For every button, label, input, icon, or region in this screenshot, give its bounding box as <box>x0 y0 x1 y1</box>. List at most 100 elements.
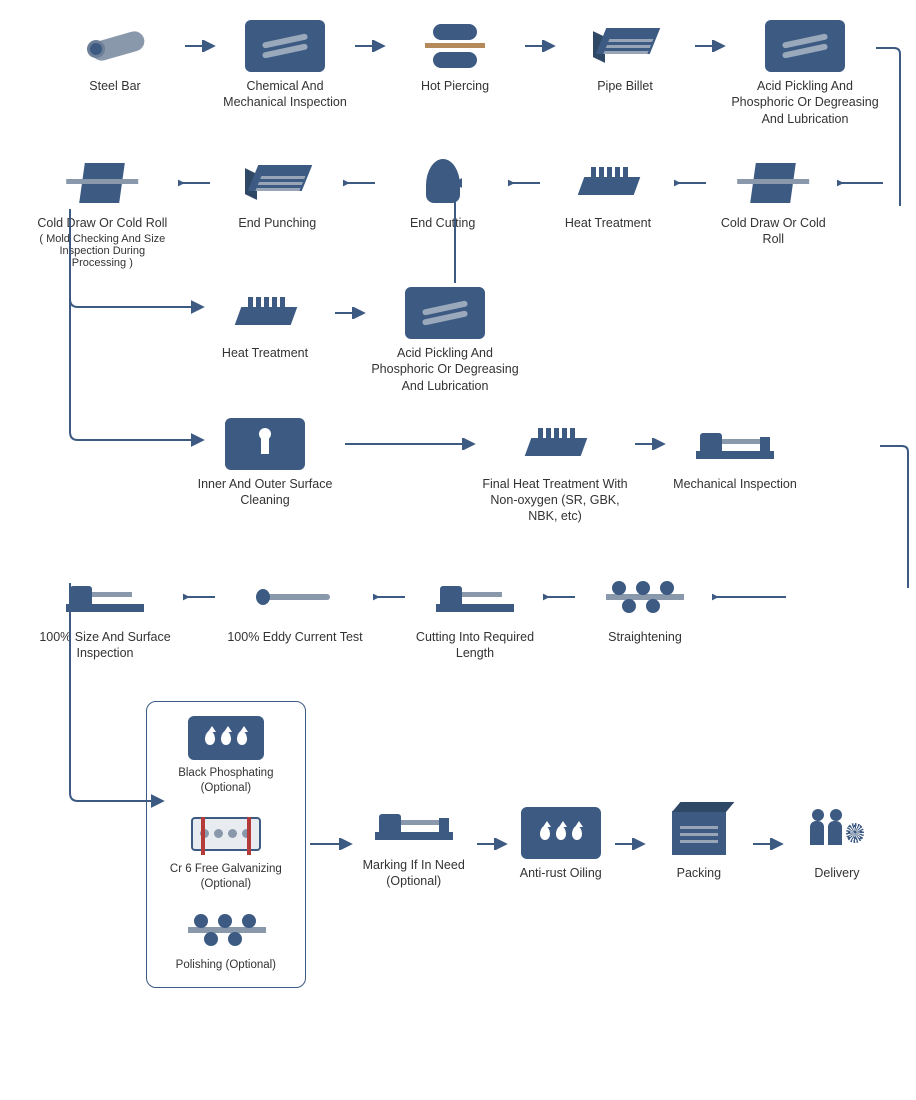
end-cutting-icon <box>403 157 483 209</box>
label: Packing <box>677 865 721 881</box>
label: Heat Treatment <box>222 345 308 361</box>
inspection-icon <box>245 20 325 72</box>
step-chem-mech: Chemical And Mechanical Inspection <box>220 20 350 111</box>
arrow-right-icon <box>610 818 650 870</box>
marking-icon <box>374 799 454 851</box>
label: Chemical And Mechanical Inspection <box>220 78 350 111</box>
step-black-phosphating: Black Phosphating (Optional) <box>159 716 293 796</box>
flow-row-4: Inner And Outer Surface Cleaning Final H… <box>190 418 886 525</box>
step-pipe-billet: Pipe Billet <box>560 20 690 94</box>
label: Acid Pickling And Phosphoric Or Degreasi… <box>370 345 520 394</box>
arrow-right-icon <box>520 20 560 72</box>
step-acid-pickling-2: Acid Pickling And Phosphoric Or Degreasi… <box>370 287 520 394</box>
arrow-left-icon <box>180 571 220 623</box>
step-packing: Packing <box>650 807 748 881</box>
label: Pipe Billet <box>597 78 653 94</box>
flow-row-3-loop: Heat Treatment Acid Pickling And Phospho… <box>200 287 886 394</box>
step-final-heat: Final Heat Treatment With Non-oxygen (SR… <box>480 418 630 525</box>
pickling-icon <box>405 287 485 339</box>
connector-loop-up <box>448 177 462 287</box>
label: Mechanical Inspection <box>673 476 797 492</box>
galvanizing-icon <box>188 812 264 856</box>
arrow-right-icon <box>630 418 670 470</box>
label: Final Heat Treatment With Non-oxygen (SR… <box>480 476 630 525</box>
step-surface-cleaning: Inner And Outer Surface Cleaning <box>190 418 340 509</box>
oiling-icon <box>521 807 601 859</box>
label: Polishing (Optional) <box>176 958 276 973</box>
label: Inner And Outer Surface Cleaning <box>190 476 340 509</box>
arrow-right-icon <box>306 818 356 870</box>
arrow-left-icon <box>370 571 410 623</box>
step-heat-treatment-2: Heat Treatment <box>200 287 330 361</box>
arrow-left-icon <box>175 157 215 209</box>
packing-icon <box>659 807 739 859</box>
steel-bar-icon <box>75 20 155 72</box>
label: End Punching <box>238 215 316 231</box>
step-galvanizing: Cr 6 Free Galvanizing (Optional) <box>159 812 293 892</box>
arrow-left-icon <box>340 157 380 209</box>
flow-row-1: Steel Bar Chemical And Mechanical Inspec… <box>50 20 886 127</box>
end-punching-icon <box>237 157 317 209</box>
label: 100% Eddy Current Test <box>227 629 362 645</box>
step-mech-inspection: Mechanical Inspection <box>670 418 800 492</box>
label: Heat Treatment <box>565 215 651 231</box>
step-oiling: Anti-rust Oiling <box>512 807 610 881</box>
heat-treat-icon <box>568 157 648 209</box>
phosphating-icon <box>188 716 264 760</box>
arrow-right-icon <box>690 20 730 72</box>
arrow-right-icon <box>350 20 390 72</box>
flow-row-6: Black Phosphating (Optional) Cr 6 Free G… <box>30 701 886 988</box>
polishing-icon <box>188 908 264 952</box>
arrow-right-icon <box>340 418 480 470</box>
step-eddy: 100% Eddy Current Test <box>220 571 370 645</box>
label: Cold Draw Or Cold Roll <box>711 215 836 248</box>
step-acid-pickling-1: Acid Pickling And Phosphoric Or Degreasi… <box>730 20 880 127</box>
step-marking: Marking If In Need (Optional) <box>356 799 472 890</box>
label: Black Phosphating (Optional) <box>159 766 293 796</box>
label: Acid Pickling And Phosphoric Or Degreasi… <box>730 78 880 127</box>
step-end-cutting: End Cutting <box>380 157 505 231</box>
heat-treat-icon <box>225 287 305 339</box>
hot-piercing-icon <box>415 20 495 72</box>
step-straightening: Straightening <box>580 571 710 645</box>
arrow-right-icon <box>180 20 220 72</box>
label: Cr 6 Free Galvanizing (Optional) <box>159 862 293 892</box>
arrow-right-icon <box>472 818 512 870</box>
arrow-left-icon <box>710 571 790 623</box>
step-steel-bar: Steel Bar <box>50 20 180 94</box>
step-end-punching: End Punching <box>215 157 340 231</box>
optional-branch: Black Phosphating (Optional) Cr 6 Free G… <box>146 701 306 988</box>
heat-treat-icon <box>515 418 595 470</box>
label: Hot Piercing <box>421 78 489 94</box>
arrow-left-icon <box>540 571 580 623</box>
arrow-left-icon <box>505 157 545 209</box>
step-polishing: Polishing (Optional) <box>176 908 276 973</box>
arrow-left-icon <box>836 157 886 209</box>
step-heat-treatment-1: Heat Treatment <box>545 157 670 231</box>
delivery-icon <box>797 807 877 859</box>
cleaning-icon <box>225 418 305 470</box>
step-cold-draw-1: Cold Draw Or Cold Roll <box>711 157 836 248</box>
cold-draw-plate-icon <box>733 157 813 209</box>
arrow-left-icon <box>671 157 711 209</box>
label: Anti-rust Oiling <box>520 865 602 881</box>
label: Cutting Into Required Length <box>410 629 540 662</box>
label: Delivery <box>814 865 859 881</box>
connector-r2-r4 <box>50 218 210 448</box>
label: End Cutting <box>410 215 475 231</box>
billet-icon <box>585 20 665 72</box>
cutter-icon <box>435 571 515 623</box>
machine-icon <box>695 418 775 470</box>
step-delivery: Delivery <box>788 807 886 881</box>
arrow-right-icon <box>748 818 788 870</box>
straightening-icon <box>605 571 685 623</box>
label: Marking If In Need (Optional) <box>356 857 472 890</box>
eddy-test-icon <box>255 571 335 623</box>
pickling-icon <box>765 20 845 72</box>
step-hot-piercing: Hot Piercing <box>390 20 520 94</box>
step-cutting-length: Cutting Into Required Length <box>410 571 540 662</box>
label: Straightening <box>608 629 682 645</box>
cold-draw-plate-icon <box>62 157 142 209</box>
label: Steel Bar <box>89 78 140 94</box>
arrow-right-icon <box>330 287 370 339</box>
